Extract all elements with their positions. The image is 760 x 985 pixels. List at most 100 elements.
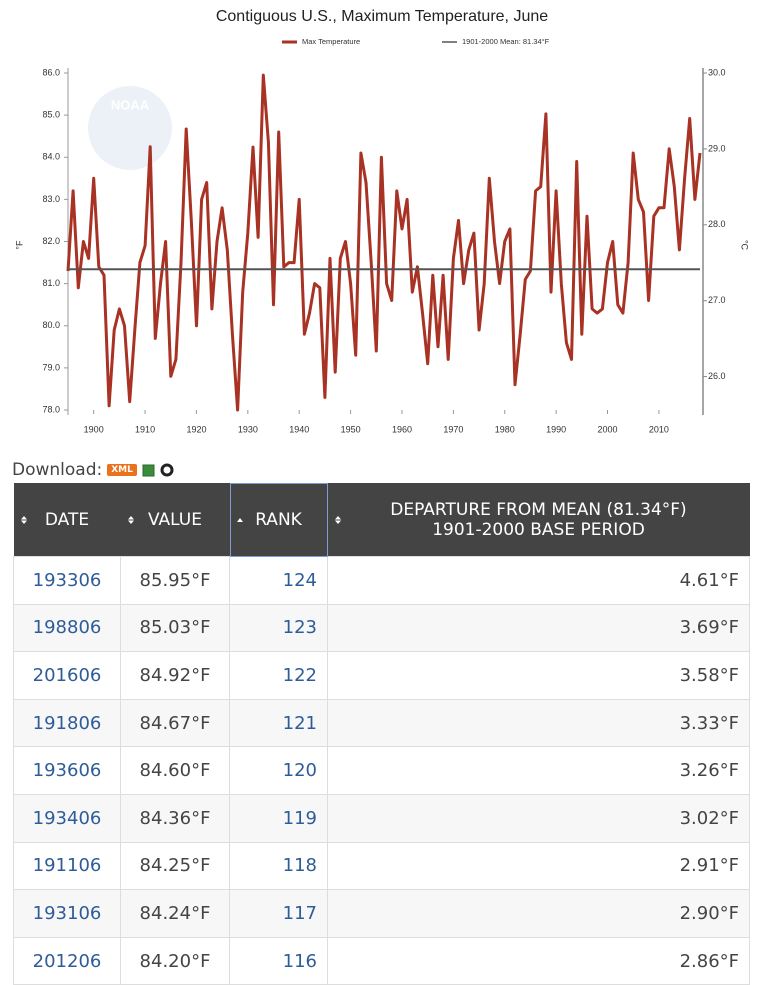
- x-tick-label: 1910: [135, 424, 155, 434]
- sort-icon[interactable]: [236, 515, 244, 525]
- header-text: VALUE: [148, 509, 202, 530]
- x-tick-label: 1900: [84, 424, 104, 434]
- table-cell: 84.92°F: [120, 651, 230, 700]
- table-cell[interactable]: 191806: [13, 698, 121, 748]
- table-cell[interactable]: 116: [229, 936, 328, 985]
- table-row: 193606 84.60°F 120 3.26°F: [13, 746, 750, 795]
- table-cell[interactable]: 118: [229, 841, 328, 891]
- y-tick-label: 82.0: [42, 236, 60, 246]
- legend-label: Max Temperature: [302, 37, 360, 46]
- table-cell[interactable]: 198806: [13, 603, 121, 653]
- table-cell: 84.24°F: [120, 889, 230, 938]
- table-cell: 85.95°F: [120, 556, 230, 605]
- y-tick-label: 84.0: [42, 152, 60, 162]
- x-tick-label: 2010: [649, 424, 669, 434]
- table-cell: 2.86°F: [327, 936, 750, 985]
- header-text: RANK: [255, 509, 302, 530]
- table-cell[interactable]: 201206: [13, 936, 121, 985]
- table-row: 191106 84.25°F 118 2.91°F: [13, 841, 750, 891]
- table-cell: 3.69°F: [327, 603, 750, 653]
- y2-axis-label: °C: [740, 240, 750, 251]
- column-header[interactable]: RANK: [229, 483, 328, 557]
- chart-title: Contiguous U.S., Maximum Temperature, Ju…: [216, 8, 548, 25]
- download-label: Download:: [12, 460, 103, 480]
- xml-button[interactable]: XML: [107, 464, 137, 476]
- table-cell: 84.67°F: [120, 698, 230, 748]
- table-cell[interactable]: 124: [229, 556, 328, 605]
- table-cell[interactable]: 122: [229, 651, 328, 700]
- table-row: 198806 85.03°F 123 3.69°F: [13, 603, 750, 653]
- table-cell[interactable]: 201606: [13, 651, 121, 700]
- x-tick-label: 1920: [186, 424, 206, 434]
- table-row: 193106 84.24°F 117 2.90°F: [13, 889, 750, 938]
- column-header[interactable]: VALUE: [120, 483, 230, 557]
- x-tick-label: 1950: [341, 424, 361, 434]
- x-tick-label: 1970: [443, 424, 463, 434]
- table-row: 201606 84.92°F 122 3.58°F: [13, 651, 750, 700]
- watermark: NOAA: [111, 97, 150, 112]
- sort-icon[interactable]: [127, 515, 135, 525]
- table-body: 193306 85.95°F 124 4.61°F 198806 85.03°F 123 3.…: [13, 556, 750, 985]
- x-tick-label: 1940: [289, 424, 309, 434]
- x-tick-label: 2000: [597, 424, 617, 434]
- table-cell[interactable]: 119: [229, 793, 328, 843]
- table-cell[interactable]: 121: [229, 698, 328, 748]
- y-tick-label: 81.0: [42, 278, 60, 288]
- y2-tick-label: 27.0: [708, 295, 726, 305]
- column-header[interactable]: DATE: [13, 483, 121, 557]
- header-note: 1901-2000 BASE PERIOD: [432, 519, 645, 540]
- y-tick-label: 86.0: [42, 67, 60, 77]
- header-row: DATE VALUE RANK DEPARTURE FROM MEAN (81.34°…: [13, 483, 750, 557]
- y-tick-label: 83.0: [42, 194, 60, 204]
- x-tick-label: 1990: [546, 424, 566, 434]
- x-tick-label: 1930: [238, 424, 258, 434]
- table-row: 193406 84.36°F 119 3.02°F: [13, 793, 750, 843]
- y2-tick-label: 30.0: [708, 67, 726, 77]
- table-cell: 85.03°F: [120, 603, 230, 653]
- table-cell[interactable]: 123: [229, 603, 328, 653]
- table-row: 201206 84.20°F 116 2.86°F: [13, 936, 750, 985]
- table-cell: 4.61°F: [327, 556, 750, 605]
- table-cell: 3.58°F: [327, 651, 750, 700]
- table-cell: 3.02°F: [327, 793, 750, 843]
- chart: NOAA Contiguous U.S., Maximum Temperatur…: [12, 0, 752, 458]
- table-cell[interactable]: 193606: [13, 746, 121, 795]
- table-cell[interactable]: 120: [229, 746, 328, 795]
- sort-icon[interactable]: [334, 515, 342, 525]
- table-cell: 3.33°F: [327, 698, 750, 748]
- column-header[interactable]: DEPARTURE FROM MEAN (81.34°F) 1901-2000 B…: [327, 483, 750, 557]
- table-cell: 2.90°F: [327, 889, 750, 938]
- table-cell[interactable]: 191106: [13, 841, 121, 891]
- y2-tick-label: 26.0: [708, 371, 726, 381]
- x-tick-label: 1960: [392, 424, 412, 434]
- y2-tick-label: 28.0: [708, 219, 726, 229]
- y-tick-label: 78.0: [42, 404, 60, 414]
- y-tick-label: 85.0: [42, 110, 60, 120]
- y2-tick-label: 29.0: [708, 143, 726, 153]
- table-cell: 84.36°F: [120, 793, 230, 843]
- table-cell[interactable]: 193306: [13, 556, 121, 605]
- table-cell[interactable]: 193406: [13, 793, 121, 843]
- table-cell: 84.60°F: [120, 746, 230, 795]
- download-bar: Download: XML: [12, 458, 174, 482]
- table-cell: 2.91°F: [327, 841, 750, 891]
- y-tick-label: 80.0: [42, 320, 60, 330]
- excel-icon[interactable]: [142, 464, 155, 477]
- legend-label: 1901-2000 Mean: 81.34°F: [462, 37, 550, 46]
- data-table: DATE VALUE RANK DEPARTURE FROM MEAN (81.34°…: [13, 483, 750, 985]
- table-cell: 84.20°F: [120, 936, 230, 985]
- table-row: 191806 84.67°F 121 3.33°F: [13, 698, 750, 748]
- header-text: DEPARTURE FROM MEAN (81.34°F): [390, 499, 687, 520]
- y-tick-label: 79.0: [42, 362, 60, 372]
- header-text: DATE: [44, 509, 90, 530]
- table-cell: 84.25°F: [120, 841, 230, 891]
- other-icon[interactable]: [160, 463, 174, 477]
- table-cell[interactable]: 193106: [13, 889, 121, 938]
- sort-icon[interactable]: [20, 515, 28, 525]
- table-cell[interactable]: 117: [229, 889, 328, 938]
- table-row: 193306 85.95°F 124 4.61°F: [13, 556, 750, 605]
- y-axis-label: °F: [14, 240, 24, 250]
- table-cell: 3.26°F: [327, 746, 750, 795]
- data-line: [66, 73, 702, 412]
